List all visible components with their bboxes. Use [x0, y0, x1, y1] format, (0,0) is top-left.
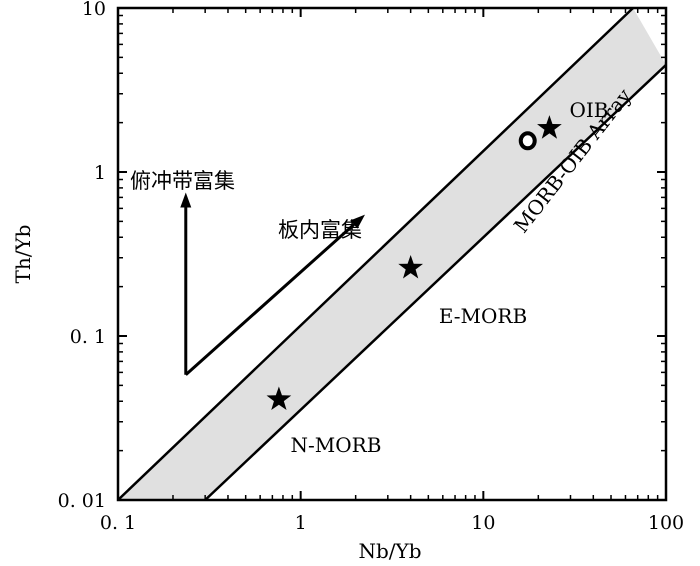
- oib-star: [537, 115, 562, 139]
- array-lower-line: [204, 63, 666, 500]
- enrichment-arrow-2-shaft: [184, 223, 355, 376]
- x-tick-label: 10: [471, 512, 495, 534]
- array-band-fill: [118, 8, 666, 500]
- sample-circle: [518, 131, 537, 151]
- enrichment-arrow-2-head: [350, 214, 365, 229]
- y-tick-label: 10: [82, 0, 106, 20]
- n-morb-star: [266, 386, 292, 411]
- array-upper-line: [118, 8, 634, 500]
- subduction-enrichment-label: 俯冲带富集: [130, 169, 235, 193]
- n-morb-label: N-MORB: [291, 433, 382, 457]
- y-tick-label: 0. 1: [70, 326, 106, 348]
- plot-frame: [116, 6, 668, 502]
- x-tick-label: 1: [295, 512, 307, 534]
- y-axis-title: Th/Yb: [11, 225, 35, 284]
- oib-label: OIB: [570, 98, 609, 122]
- x-axis-title: Nb/Yb: [358, 539, 421, 563]
- array-band: [118, 8, 666, 500]
- x-tick-label: 0. 1: [100, 512, 136, 534]
- y-tick-label: 1: [94, 162, 106, 184]
- enrichment-arrows: [180, 192, 365, 376]
- x-tick-label: 100: [648, 512, 684, 534]
- data-points: [266, 115, 562, 411]
- e-morb-star: [398, 254, 424, 279]
- y-tick-label: 0. 01: [58, 490, 106, 512]
- intraplate-enrichment-label: 板内富集: [278, 218, 362, 242]
- enrichment-arrow-1-head: [180, 192, 192, 208]
- plot-border: [116, 6, 668, 502]
- e-morb-label: E-MORB: [439, 304, 527, 328]
